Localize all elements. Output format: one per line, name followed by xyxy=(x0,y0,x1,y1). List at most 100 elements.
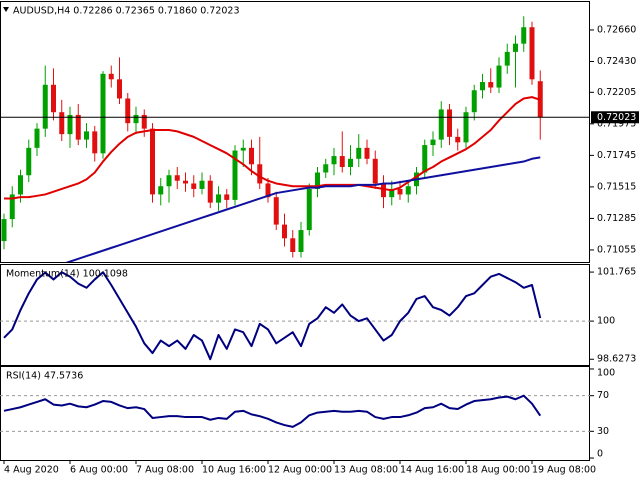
candle-body xyxy=(529,27,535,80)
y-tick-label: 0.72205 xyxy=(597,87,636,98)
candle-body xyxy=(216,194,221,203)
candle-body xyxy=(504,51,510,66)
candle-body xyxy=(232,150,238,200)
candle-body xyxy=(34,128,40,148)
collapse-arrow xyxy=(3,7,9,12)
candle-body xyxy=(438,109,444,140)
candle-body xyxy=(339,156,345,168)
candle-body xyxy=(306,188,312,231)
y-tick-label: 98.6273 xyxy=(597,354,636,365)
x-tick-label: 18 Aug 00:00 xyxy=(466,465,530,476)
y-tick-label: 0.72660 xyxy=(597,24,636,35)
candle-body xyxy=(348,158,353,168)
y-tick-label: 70 xyxy=(597,390,609,401)
candle-body xyxy=(290,238,296,252)
panel-title: RSI(14) 47.5736 xyxy=(6,371,83,382)
candle-body xyxy=(117,79,122,99)
y-tick-label: 0.71745 xyxy=(597,150,636,161)
candle-body xyxy=(183,180,188,184)
candle-body xyxy=(389,188,395,198)
last-price-label: 0.72023 xyxy=(597,112,636,123)
candle-body xyxy=(273,197,279,225)
y-tick-label: 0.71055 xyxy=(597,244,636,255)
candle-body xyxy=(521,27,527,44)
candle-body xyxy=(18,175,23,195)
y-tick-label: 101.765 xyxy=(597,267,636,278)
candle-body xyxy=(455,136,461,143)
candle-body xyxy=(174,175,180,181)
candle-body xyxy=(405,186,411,195)
candle-body xyxy=(59,112,65,135)
panel-plot xyxy=(1,16,543,262)
candle-body xyxy=(158,186,164,195)
candle-body xyxy=(298,230,304,252)
candle-body xyxy=(463,112,469,143)
candle-body xyxy=(240,147,246,151)
y-tick-label: 0.71515 xyxy=(597,181,636,192)
candle-body xyxy=(364,147,370,159)
candle-body xyxy=(282,224,287,239)
candle-body xyxy=(480,82,485,91)
candle-body xyxy=(199,180,205,189)
x-tick-label: 12 Aug 00:00 xyxy=(268,465,332,476)
candle-body xyxy=(9,194,15,220)
candle-body xyxy=(51,84,56,113)
panel-title: Momentum(14) 100.1098 xyxy=(6,269,128,280)
candle-body xyxy=(331,156,337,165)
y-tick-label: 0.72430 xyxy=(597,56,636,67)
candle-body xyxy=(125,98,131,124)
candle-body xyxy=(372,158,378,184)
candle-body xyxy=(92,131,98,154)
last-price-box xyxy=(591,111,639,124)
panel-plot xyxy=(0,394,590,432)
candle-body xyxy=(42,84,48,129)
candle-body xyxy=(207,180,213,203)
x-tick-label: 4 Aug 2020 xyxy=(4,465,59,476)
x-tick-label: 13 Aug 08:00 xyxy=(334,465,398,476)
candle-body xyxy=(430,139,436,146)
candle-body xyxy=(323,164,329,173)
moving-average xyxy=(4,96,541,200)
candle-body xyxy=(356,147,362,159)
candle-body xyxy=(488,82,494,88)
candle-body xyxy=(1,219,7,242)
y-tick-label: 0 xyxy=(597,449,603,460)
y-tick-label: 100 xyxy=(597,316,615,327)
candle-body xyxy=(108,73,114,80)
candle-body xyxy=(84,131,89,140)
panel-title: AUDUSD,H4 0.72286 0.72365 0.71860 0.7202… xyxy=(13,6,240,17)
y-tick-label: 0.71975 xyxy=(597,118,636,129)
moving-average xyxy=(65,156,541,262)
candle-body xyxy=(249,147,254,165)
candle-body xyxy=(224,194,230,200)
candle-body xyxy=(67,114,73,135)
momentum-panel-frame xyxy=(0,264,590,366)
main-panel-frame xyxy=(0,1,590,263)
panel-plot xyxy=(0,271,590,361)
candle-body xyxy=(397,188,403,195)
y-tick-label: 100 xyxy=(597,368,615,379)
x-tick-label: 19 Aug 08:00 xyxy=(532,465,596,476)
candle-body xyxy=(26,147,32,176)
candle-body xyxy=(100,73,106,154)
candle-body xyxy=(447,109,452,137)
candle-body xyxy=(513,43,518,52)
candle-body xyxy=(315,172,320,189)
rsi-panel-frame xyxy=(0,366,590,461)
candle-body xyxy=(471,90,477,113)
candle-body xyxy=(257,164,263,184)
y-tick-label: 30 xyxy=(597,426,609,437)
candle-body xyxy=(75,114,81,140)
candle-body xyxy=(133,114,139,124)
candle-body xyxy=(191,183,197,189)
y-tick-label: 0.71285 xyxy=(597,213,636,224)
candle-body xyxy=(141,114,147,129)
x-tick-label: 14 Aug 16:00 xyxy=(400,465,464,476)
x-tick-label: 6 Aug 00:00 xyxy=(70,465,128,476)
x-tick-label: 10 Aug 16:00 xyxy=(202,465,266,476)
indicator-line xyxy=(3,271,542,361)
candle-body xyxy=(265,183,271,198)
candle-body xyxy=(381,183,386,198)
